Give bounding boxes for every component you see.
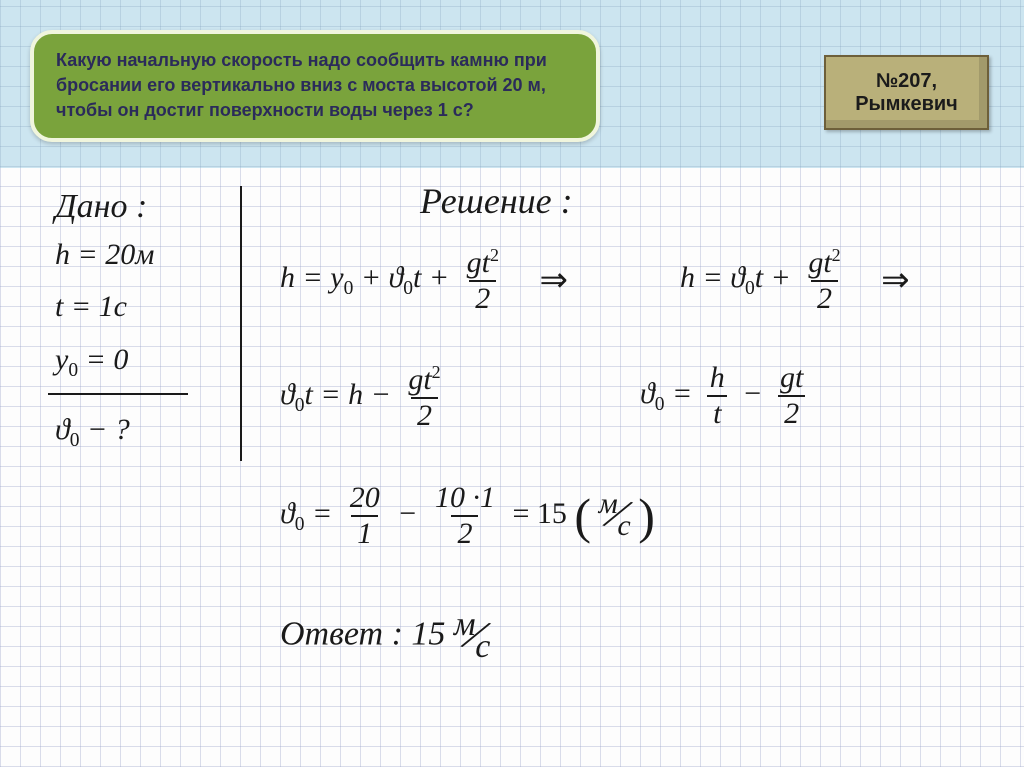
equation-2: h = ϑ0t + gt2 2 ⇒ xyxy=(680,246,916,314)
given-h: h = 20м xyxy=(55,238,154,272)
problem-text: Какую начальную скорость надо сообщить к… xyxy=(56,50,547,120)
solution-area: Дано : h = 20м t = 1c y0 = 0 ϑ0 − ? Реше… xyxy=(0,168,1024,767)
equation-3: ϑ0t = h − gt2 2 xyxy=(280,363,451,431)
solution-title: Решение : xyxy=(420,180,573,222)
equation-4: ϑ0 = h t − gt 2 xyxy=(640,363,813,429)
given-t: t = 1c xyxy=(55,290,127,324)
given-y0: y0 = 0 xyxy=(55,343,128,382)
equation-1: h = y0 + ϑ0t + gt2 2 ⇒ xyxy=(280,246,574,314)
given-divider xyxy=(48,393,188,395)
source-reference-box: №207, Рымкевич xyxy=(824,55,989,130)
given-find: ϑ0 − ? xyxy=(55,413,130,452)
answer: Ответ : 15 м ∕ с xyxy=(280,608,490,661)
given-title: Дано : xyxy=(55,188,147,226)
problem-number: №207, xyxy=(876,70,937,93)
problem-statement-box: Какую начальную скорость надо сообщить к… xyxy=(30,30,600,142)
problem-author: Рымкевич xyxy=(855,93,958,116)
vertical-divider xyxy=(240,186,242,461)
equation-5: ϑ0 = 20 1 − 10 ·1 2 = 15 ( м ∕ с ) xyxy=(280,483,655,549)
